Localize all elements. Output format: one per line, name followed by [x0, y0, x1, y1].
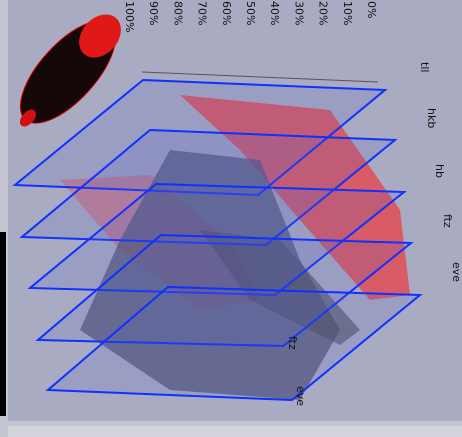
gene-label: tll — [418, 62, 431, 72]
scale-labels: 100% 90% 80% 70% 60% 50% 40% 30% 20% 10% 0% — [123, 1, 378, 32]
gene-labels: tll hkb hb ftz eve — [418, 62, 462, 282]
plane — [45, 285, 423, 402]
scale-label: 60% — [220, 1, 233, 25]
plane-labels: ftz eve — [286, 336, 307, 406]
dark-strands — [80, 150, 340, 400]
scale-label: 100% — [123, 1, 136, 32]
scale-label: 30% — [292, 1, 305, 25]
side-bar — [0, 232, 6, 416]
scale-label: 40% — [268, 1, 281, 25]
gene-label: hb — [433, 164, 446, 178]
plane — [19, 128, 398, 247]
status-strip — [8, 426, 462, 437]
red-strands — [180, 95, 410, 300]
scale-label: 50% — [244, 1, 257, 25]
plane-label: eve — [294, 386, 307, 406]
planes — [12, 78, 423, 402]
scale-label: 0% — [365, 1, 378, 18]
scale-label: 80% — [171, 1, 184, 25]
gene-label: ftz — [441, 214, 454, 228]
scale-line — [141, 71, 379, 83]
scale-label: 10% — [341, 1, 354, 25]
embryo — [19, 14, 121, 127]
scale-axis — [141, 71, 379, 83]
gene-label: eve — [450, 262, 462, 282]
scale-label: 70% — [196, 1, 209, 25]
plane-label: ftz — [286, 336, 299, 350]
scale-label: 20% — [317, 1, 330, 25]
scale-label: 90% — [147, 1, 160, 25]
gene-label: hkb — [425, 108, 438, 128]
